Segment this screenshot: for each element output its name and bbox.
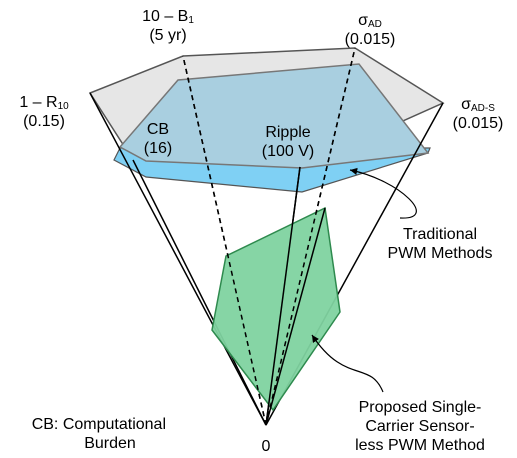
traditional-pwm-label: Traditional PWM Methods (387, 226, 493, 262)
overlay-edges (265, 166, 326, 426)
proposed-region (211, 206, 341, 412)
axis-label-r10: 1 – R10 (0.15) (19, 94, 69, 130)
axis-label-ripple: Ripple (100 V) (261, 124, 315, 160)
traditional-region (118, 63, 430, 169)
traditional-callout (349, 167, 417, 219)
axis-label-cb: CB (16) (143, 121, 173, 157)
origin-label: 0 (261, 438, 271, 455)
proposed-method-label: Proposed Single- Carrier Sensor- less PW… (355, 399, 485, 454)
axis-label-sigma-ads: σAD-S (0.015) (452, 96, 504, 132)
cb-definition-note: CB: Computational Burden (31, 416, 166, 452)
overlay-hidden-edges (182, 47, 356, 426)
proposed-callout (311, 334, 384, 393)
axis-label-sigma-ad: σAD (0.015) (344, 12, 396, 48)
axis-label-b1: 10 – B1 (5 yr) (142, 8, 194, 44)
